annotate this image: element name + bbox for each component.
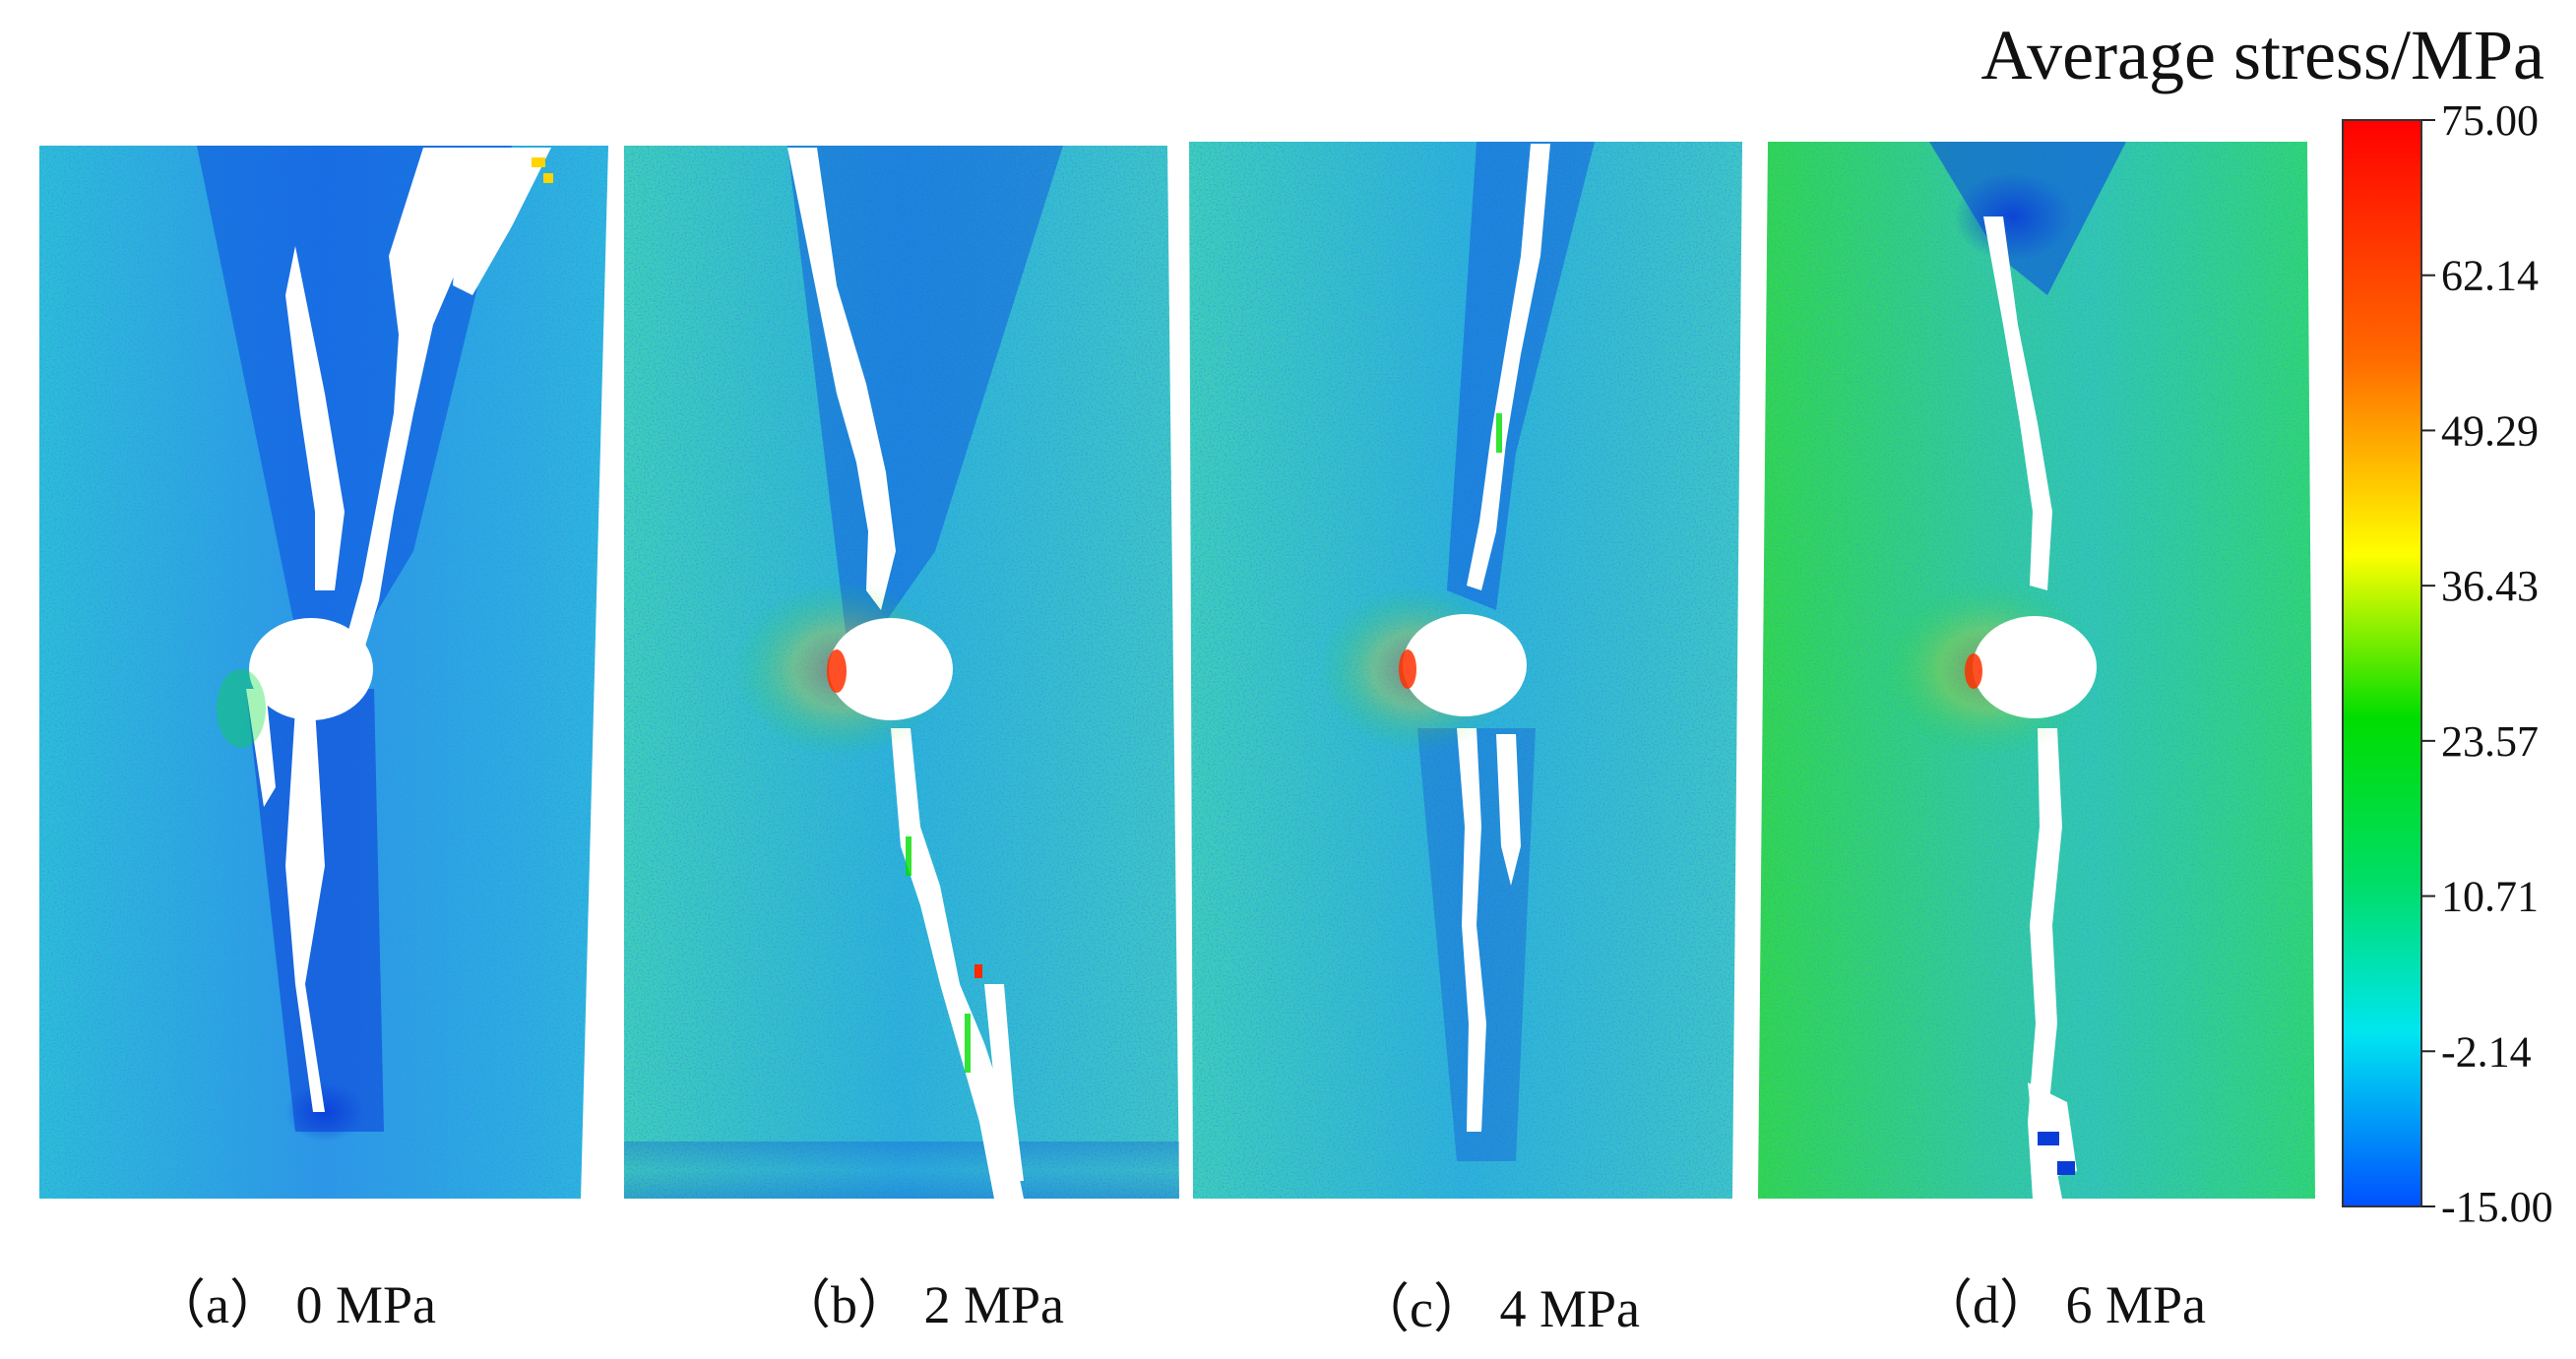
legend-ticks: 75.00 62.14 49.29 36.43 23.57 10.71 -2.14 -15.0… <box>2421 96 2553 1231</box>
panel-b <box>624 146 1179 1199</box>
panel-d-borehole <box>1973 616 2097 718</box>
legend-colorbar <box>2342 119 2422 1207</box>
captions: （a） 0 MPa （b） 2 MPa （c） 4 MPa （d） 6 MPa <box>153 1275 2206 1338</box>
caption-b: （b） 2 MPa <box>778 1275 1064 1334</box>
panel-b-crack <box>787 148 1024 1199</box>
legend-tick-label: 23.57 <box>2441 717 2539 766</box>
panel-b-low-stress-zone <box>787 146 1063 649</box>
panel-c-borehole <box>1403 614 1527 716</box>
panel-c-crack <box>1457 144 1550 1132</box>
caption-d: （d） 6 MPa <box>1919 1275 2206 1334</box>
panel-d <box>1758 142 2315 1199</box>
legend-tick-label: -2.14 <box>2441 1027 2532 1076</box>
caption-c: （c） 4 MPa <box>1356 1279 1640 1338</box>
legend-tick-label: 49.29 <box>2441 406 2539 455</box>
panel-c <box>1189 142 1742 1199</box>
legend: Average stress/MPa 75.00 62.14 49.29 36.43 2… <box>1980 16 2552 1231</box>
legend-title: Average stress/MPa <box>1980 16 2545 94</box>
panel-a-crack <box>246 148 551 1112</box>
caption-a: （a） 0 MPa <box>153 1275 436 1334</box>
legend-tick-label: 75.00 <box>2441 96 2539 145</box>
legend-tick-label: 10.71 <box>2441 873 2539 921</box>
panel-a-borehole <box>249 618 373 720</box>
panel-b-borehole <box>829 618 953 720</box>
legend-tick-label: -15.00 <box>2441 1183 2553 1231</box>
legend-tick-label: 36.43 <box>2441 562 2539 610</box>
legend-tick-label: 62.14 <box>2441 252 2539 300</box>
panel-a <box>39 146 608 1199</box>
